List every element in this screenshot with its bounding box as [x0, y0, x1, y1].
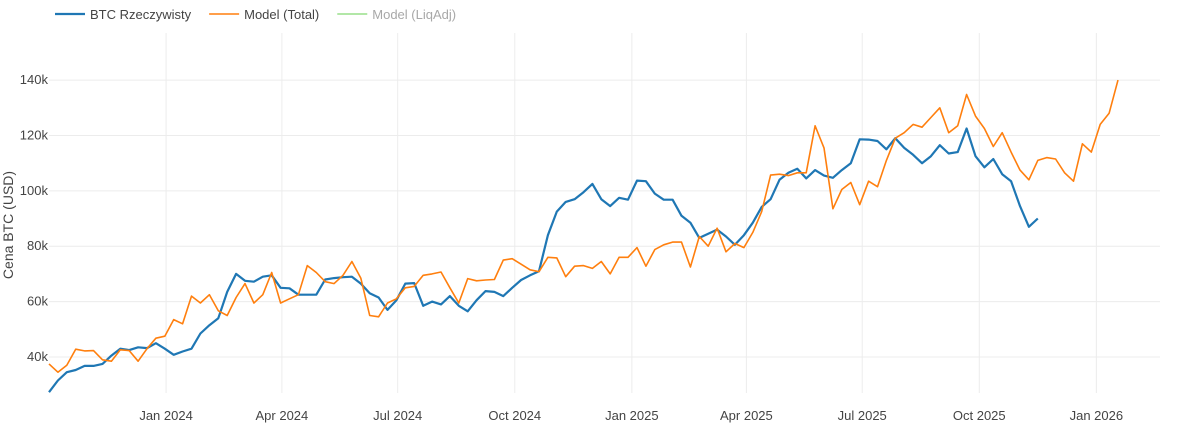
legend-label: Model (Total) — [244, 7, 319, 22]
legend-item-model-total[interactable]: Model (Total) — [209, 7, 319, 22]
legend-item-model-liqadj[interactable]: Model (LiqAdj) — [337, 7, 456, 22]
x-tick-label: Jul 2024 — [373, 408, 422, 423]
y-tick-label: 60k — [27, 294, 48, 309]
y-axis-title: Cena BTC (USD) — [0, 171, 16, 279]
legend-label: BTC Rzeczywisty — [90, 7, 192, 22]
x-tick-label: Oct 2024 — [488, 408, 541, 423]
x-tick-label: Jan 2025 — [605, 408, 659, 423]
x-tick-label: Oct 2025 — [953, 408, 1006, 423]
x-tick-label: Apr 2024 — [256, 408, 309, 423]
y-tick-label: 120k — [20, 127, 49, 142]
x-axis-ticks: Jan 2024 Apr 2024 Jul 2024 Oct 2024 Jan 2025… — [139, 408, 1123, 423]
x-tick-label: Jul 2025 — [838, 408, 887, 423]
gridlines — [49, 33, 1160, 393]
y-tick-label: 140k — [20, 72, 49, 87]
legend-label: Model (LiqAdj) — [372, 7, 456, 22]
x-tick-label: Jan 2024 — [139, 408, 193, 423]
series-layer — [48, 79, 1119, 393]
x-tick-label: Jan 2026 — [1070, 408, 1124, 423]
y-tick-label: 40k — [27, 349, 48, 364]
y-axis-ticks: 40k 60k 80k 100k 120k 140k — [20, 72, 49, 364]
series-line-btc-rzeczywisty — [48, 127, 1039, 393]
legend[interactable]: BTC Rzeczywisty Model (Total) Model (LiqAd… — [55, 7, 456, 22]
y-tick-label: 80k — [27, 238, 48, 253]
y-tick-label: 100k — [20, 183, 49, 198]
series-line-model-total — [48, 79, 1119, 373]
x-tick-label: Apr 2025 — [720, 408, 773, 423]
legend-item-btc-rzeczywisty[interactable]: BTC Rzeczywisty — [55, 7, 192, 22]
